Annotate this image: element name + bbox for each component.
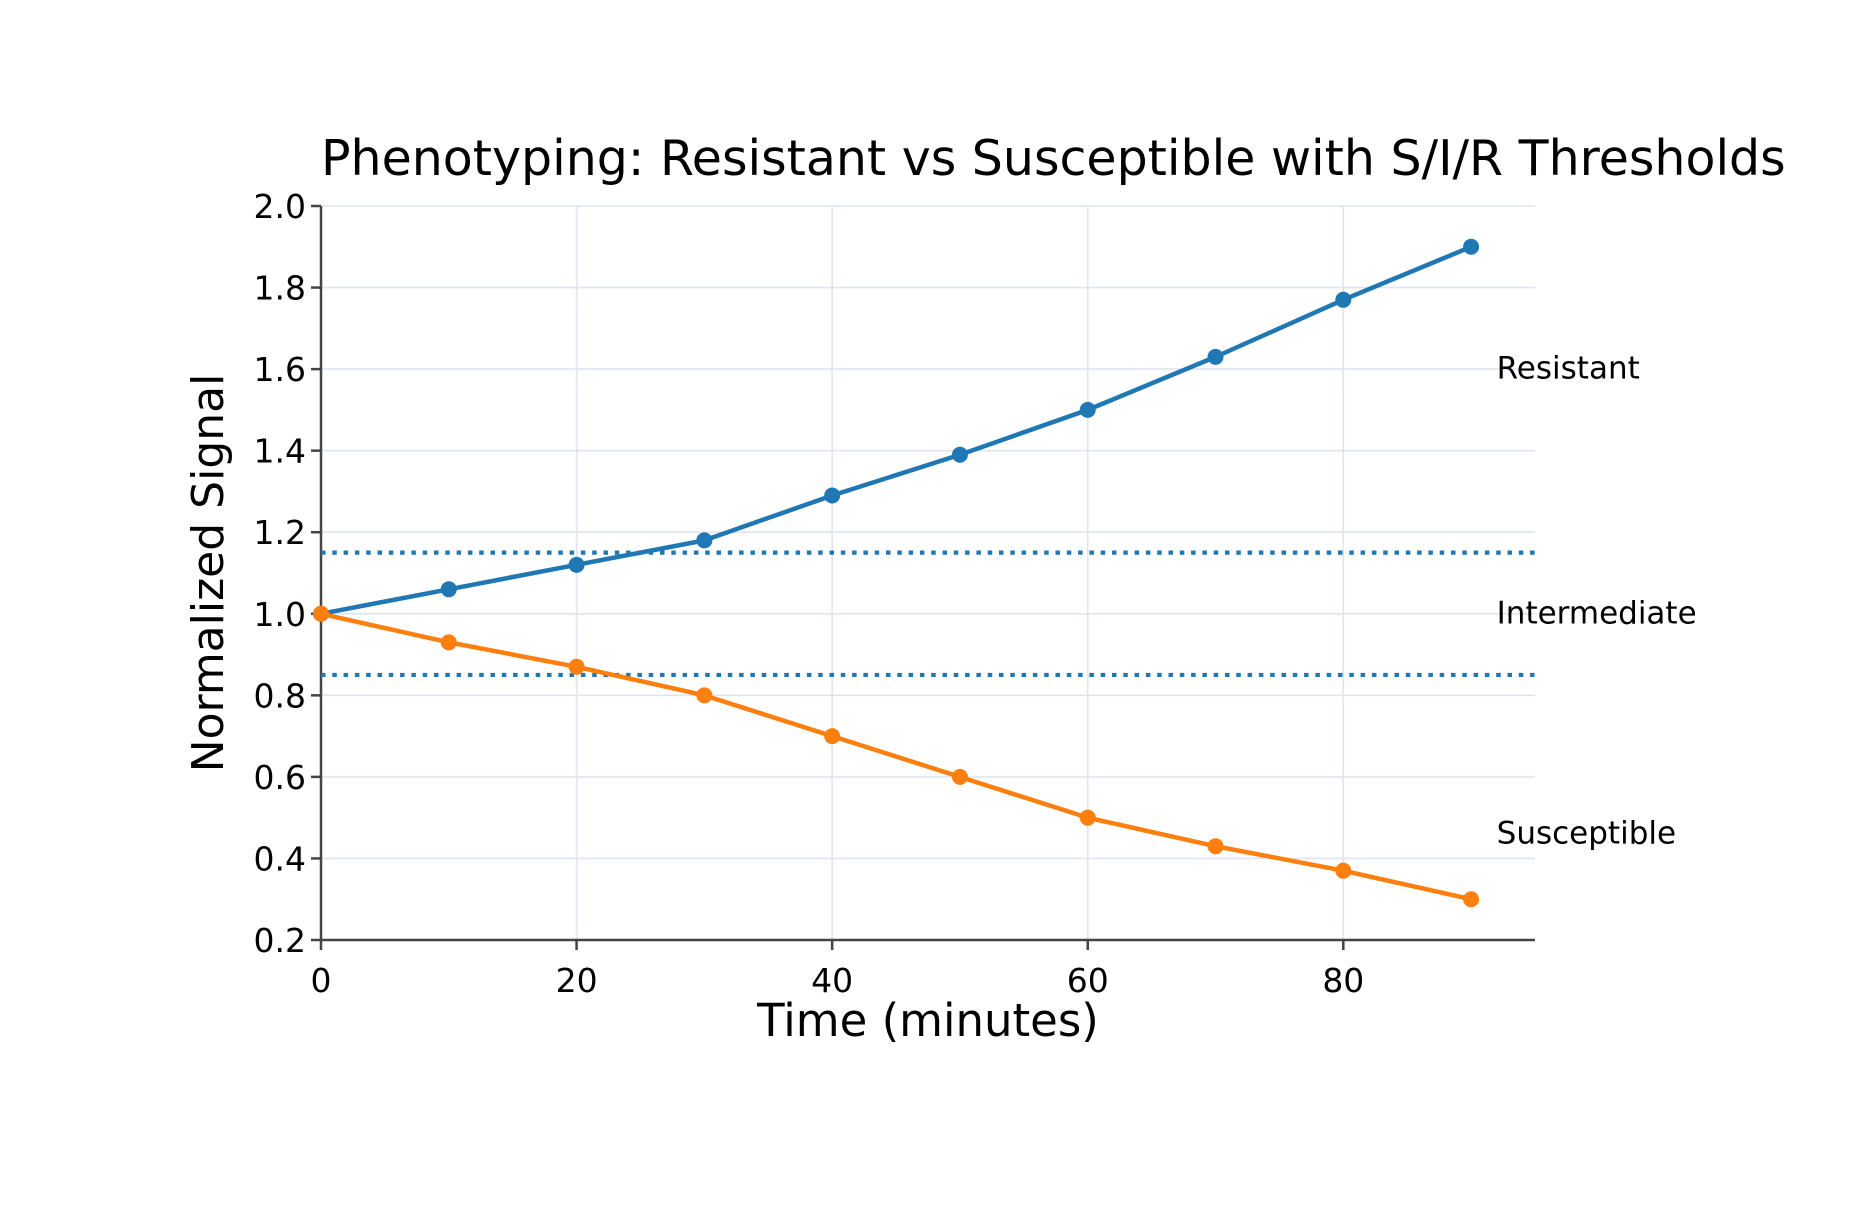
data-point-resistant — [1335, 291, 1352, 308]
y-tick-label: 1.6 — [254, 350, 306, 389]
y-tick-label: 1.4 — [254, 432, 306, 471]
data-point-susceptible — [440, 634, 457, 651]
data-point-resistant — [824, 487, 841, 504]
data-point-susceptible — [1207, 838, 1224, 855]
data-point-susceptible — [313, 605, 329, 622]
y-tick-label: 0.6 — [254, 758, 306, 797]
data-point-susceptible — [568, 658, 585, 675]
annotation-intermediate-zone: Intermediate — [1496, 595, 1697, 632]
x-tick-label: 0 — [311, 961, 332, 1000]
x-tick-label: 20 — [556, 961, 598, 1000]
y-tick-label: 0.4 — [254, 839, 306, 878]
y-tick-label: 2.0 — [254, 187, 306, 226]
annotation-susceptible-zone: Susceptible — [1496, 815, 1677, 852]
data-point-susceptible — [951, 768, 968, 785]
data-point-susceptible — [1079, 809, 1096, 826]
x-tick-label: 60 — [1067, 961, 1109, 1000]
x-tick-label: 40 — [811, 961, 853, 1000]
data-point-resistant — [951, 446, 968, 463]
x-tick-label: 80 — [1322, 961, 1364, 1000]
x-axis-label: Time (minutes) — [757, 994, 1099, 1047]
y-tick-label: 1.2 — [254, 513, 306, 552]
data-point-susceptible — [1463, 891, 1480, 908]
data-point-susceptible — [824, 728, 841, 745]
data-point-resistant — [440, 581, 457, 598]
series-line-susceptible — [318, 611, 1474, 902]
data-point-resistant — [1079, 401, 1096, 418]
data-point-susceptible — [1335, 862, 1352, 879]
data-point-resistant — [1463, 238, 1480, 255]
data-point-susceptible — [696, 687, 713, 704]
y-tick-label: 1.0 — [254, 595, 306, 634]
data-point-resistant — [568, 556, 585, 573]
y-tick-label: 1.8 — [254, 269, 306, 308]
series-line-resistant — [318, 244, 1474, 617]
y-tick-label: 0.8 — [254, 676, 306, 715]
data-point-resistant — [1207, 348, 1224, 365]
y-tick-label: 0.2 — [254, 921, 306, 960]
data-point-resistant — [696, 532, 713, 549]
annotation-resistant-zone: Resistant — [1496, 350, 1640, 387]
